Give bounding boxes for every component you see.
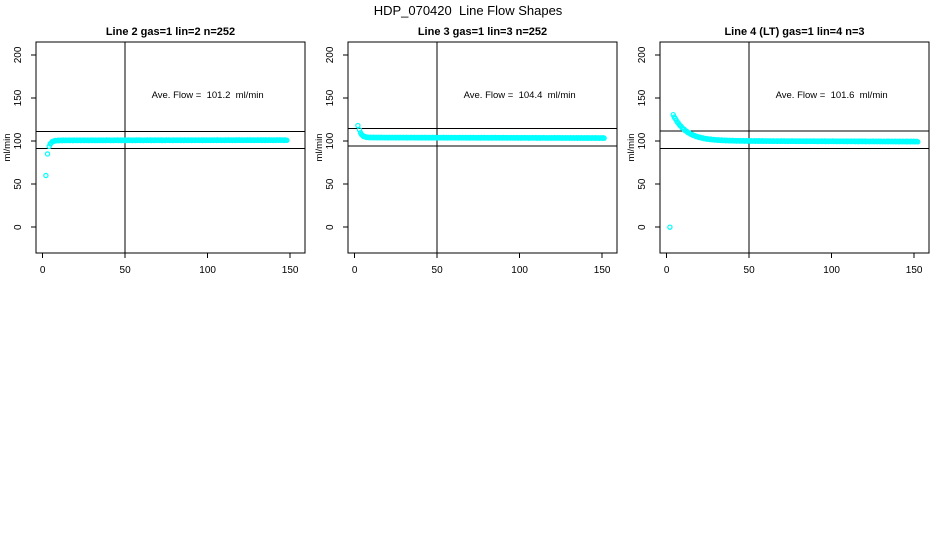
- y-tick-label: 200: [13, 46, 24, 63]
- y-tick-label: 50: [13, 178, 24, 190]
- data-points: [667, 111, 921, 230]
- x-tick-label: 100: [511, 265, 528, 276]
- figure-title: HDP_070420 Line Flow Shapes: [373, 3, 563, 18]
- reference-lines: [36, 42, 305, 253]
- y-axis-label: ml/min: [314, 134, 325, 162]
- data-point: [601, 135, 607, 141]
- y-tick-label: 0: [637, 224, 648, 230]
- x-tick-label: 150: [906, 265, 923, 276]
- y-tick-label: 100: [325, 132, 336, 149]
- ave-flow-annotation: Ave. Flow = 101.2 ml/min: [152, 90, 264, 101]
- x-axis: 0 50 100 150: [664, 253, 923, 276]
- plot-box: [347, 41, 618, 254]
- panel-title: Line 3 gas=1 lin=3 n=252: [418, 26, 547, 38]
- ave-flow-annotation: Ave. Flow = 101.6 ml/min: [776, 90, 888, 101]
- x-tick-label: 150: [282, 265, 299, 276]
- data-point: [355, 122, 361, 129]
- y-tick-label: 50: [325, 178, 336, 190]
- y-axis: 0 50 100 150 200: [325, 46, 348, 230]
- x-tick-label: 0: [40, 265, 46, 276]
- x-tick-label: 100: [199, 265, 216, 276]
- y-axis-label: ml/min: [2, 134, 13, 162]
- y-tick-label: 150: [637, 89, 648, 106]
- panel-title: Line 4 (LT) gas=1 lin=4 n=3: [724, 26, 864, 38]
- y-tick-label: 100: [13, 132, 24, 149]
- y-tick-label: 0: [325, 224, 336, 230]
- data-point: [356, 127, 363, 133]
- panel-line4-chart: Line 4 (LT) gas=1 lin=4 n=3 0 50 100 150 0 50 1…: [626, 26, 930, 276]
- data-points: [355, 122, 607, 142]
- data-point: [284, 137, 290, 144]
- y-tick-label: 150: [13, 89, 24, 106]
- x-tick-label: 50: [432, 265, 444, 276]
- plot-box: [35, 41, 306, 254]
- data-point: [44, 151, 51, 157]
- panel-line3-chart: Line 3 gas=1 lin=3 n=252 0 50 100 150 0 50 100 1…: [314, 26, 618, 276]
- y-axis: 0 50 100 150 200: [13, 46, 36, 230]
- data-point: [667, 224, 673, 230]
- x-axis: 0 50 100 150: [352, 253, 611, 276]
- x-tick-label: 100: [823, 265, 840, 276]
- x-tick-label: 0: [664, 265, 670, 276]
- reference-lines: [348, 42, 617, 253]
- y-axis-label: ml/min: [626, 134, 637, 162]
- x-axis: 0 50 100 150: [40, 253, 299, 276]
- y-tick-label: 200: [325, 46, 336, 63]
- x-tick-label: 0: [352, 265, 358, 276]
- ave-flow-annotation: Ave. Flow = 104.4 ml/min: [464, 90, 576, 101]
- panel-title: Line 2 gas=1 lin=2 n=252: [106, 26, 235, 38]
- y-tick-label: 0: [13, 224, 24, 230]
- data-point: [915, 139, 921, 145]
- y-tick-label: 100: [637, 132, 648, 149]
- y-tick-label: 200: [637, 46, 648, 63]
- plot-box: [659, 41, 930, 254]
- y-axis: 0 50 100 150 200: [637, 46, 660, 230]
- y-tick-label: 50: [637, 178, 648, 190]
- y-tick-label: 150: [325, 89, 336, 106]
- reference-lines: [660, 42, 929, 253]
- data-points: [43, 137, 290, 179]
- x-tick-label: 150: [594, 265, 611, 276]
- x-tick-label: 50: [120, 265, 132, 276]
- x-tick-label: 50: [744, 265, 756, 276]
- data-point: [43, 172, 49, 179]
- panel-line2-chart: Line 2 gas=1 lin=2 n=252 0 50 100 150 0 50 100 1…: [2, 26, 306, 276]
